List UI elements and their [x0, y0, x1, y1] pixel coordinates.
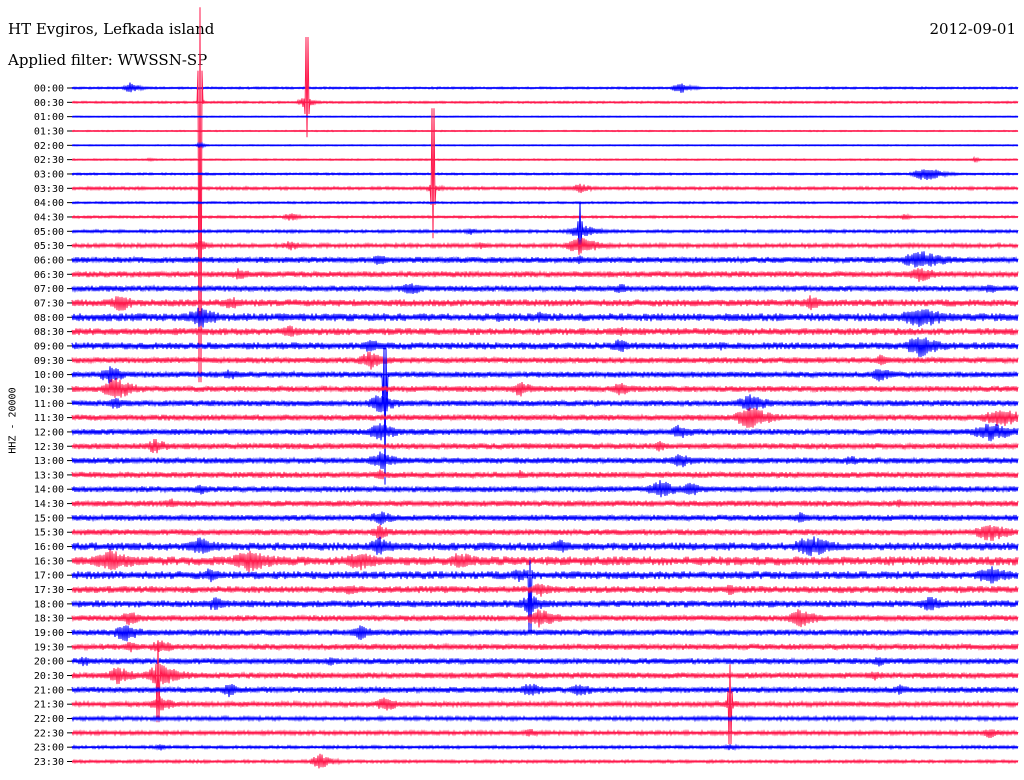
tick-label: 15:00	[34, 513, 64, 524]
trace-line	[71, 560, 1019, 632]
tick-label: 17:00	[34, 571, 64, 582]
tick-label: 18:00	[34, 599, 64, 610]
tick-label: 08:00	[34, 313, 64, 324]
tick-label: 05:00	[34, 227, 64, 238]
date-label: 2012-09-01	[929, 20, 1016, 38]
trace-line	[71, 438, 1019, 454]
trace-line	[71, 640, 1019, 723]
tick-label: 08:30	[34, 327, 64, 338]
tick-label: 13:00	[34, 456, 64, 467]
tick-label: 14:00	[34, 485, 64, 496]
tick-label: 00:30	[34, 98, 64, 109]
tick-label: 22:00	[34, 714, 64, 725]
tick-label: 09:30	[34, 356, 64, 367]
tick-label: 10:30	[34, 384, 64, 395]
trace-line	[71, 683, 1019, 698]
trace-line	[71, 451, 1019, 470]
tick-label: 15:30	[34, 528, 64, 539]
tick-label: 01:00	[34, 112, 64, 123]
tick-label: 20:00	[34, 657, 64, 668]
tick-label: 16:30	[34, 556, 64, 567]
tick-label: 00:00	[34, 84, 64, 95]
tick-label: 14:30	[34, 499, 64, 510]
tick-label: 04:30	[34, 212, 64, 223]
tick-label: 06:00	[34, 255, 64, 266]
tick-label: 10:00	[34, 370, 64, 381]
tick-label: 03:00	[34, 169, 64, 180]
tick-label: 18:30	[34, 614, 64, 625]
filter-label: Applied filter: WWSSN-SP	[8, 51, 208, 69]
tick-label: 09:00	[34, 341, 64, 352]
tick-label: 07:30	[34, 298, 64, 309]
tick-label: 19:00	[34, 628, 64, 639]
tick-label: 11:30	[34, 413, 64, 424]
trace-line	[71, 377, 1019, 398]
tick-label: 21:30	[34, 700, 64, 711]
tick-label: 22:30	[34, 728, 64, 739]
station-title: HT Evgiros, Lefkada island	[8, 20, 215, 38]
tick-label: 16:00	[34, 542, 64, 553]
tick-label: 12:30	[34, 442, 64, 453]
trace-line	[71, 295, 1019, 311]
seismogram-traces	[71, 7, 1019, 769]
tick-label: 05:30	[34, 241, 64, 252]
tick-label: 04:00	[34, 198, 64, 209]
tick-label: 23:30	[34, 757, 64, 768]
hour-tick-labels: 00:00 00:30 01:00 01:30 02:00 02:30 03:00 03:30…	[34, 84, 72, 768]
tick-label: 12:00	[34, 427, 64, 438]
tick-label: 23:00	[34, 743, 64, 754]
tick-label: 02:00	[34, 141, 64, 152]
tick-label: 21:00	[34, 685, 64, 696]
tick-label: 19:30	[34, 642, 64, 653]
trace-line	[71, 337, 1019, 358]
trace-line	[71, 625, 1019, 642]
tick-label: 02:30	[34, 155, 64, 166]
tick-label: 13:30	[34, 470, 64, 481]
tick-label: 06:30	[34, 270, 64, 281]
tick-label: 11:00	[34, 399, 64, 410]
tick-label: 20:30	[34, 671, 64, 682]
tick-label: 03:30	[34, 184, 64, 195]
trace-line	[71, 394, 1019, 413]
tick-label: 07:00	[34, 284, 64, 295]
trace-line	[71, 7, 1019, 383]
tick-label: 17:30	[34, 585, 64, 596]
tick-label: 01:30	[34, 126, 64, 137]
